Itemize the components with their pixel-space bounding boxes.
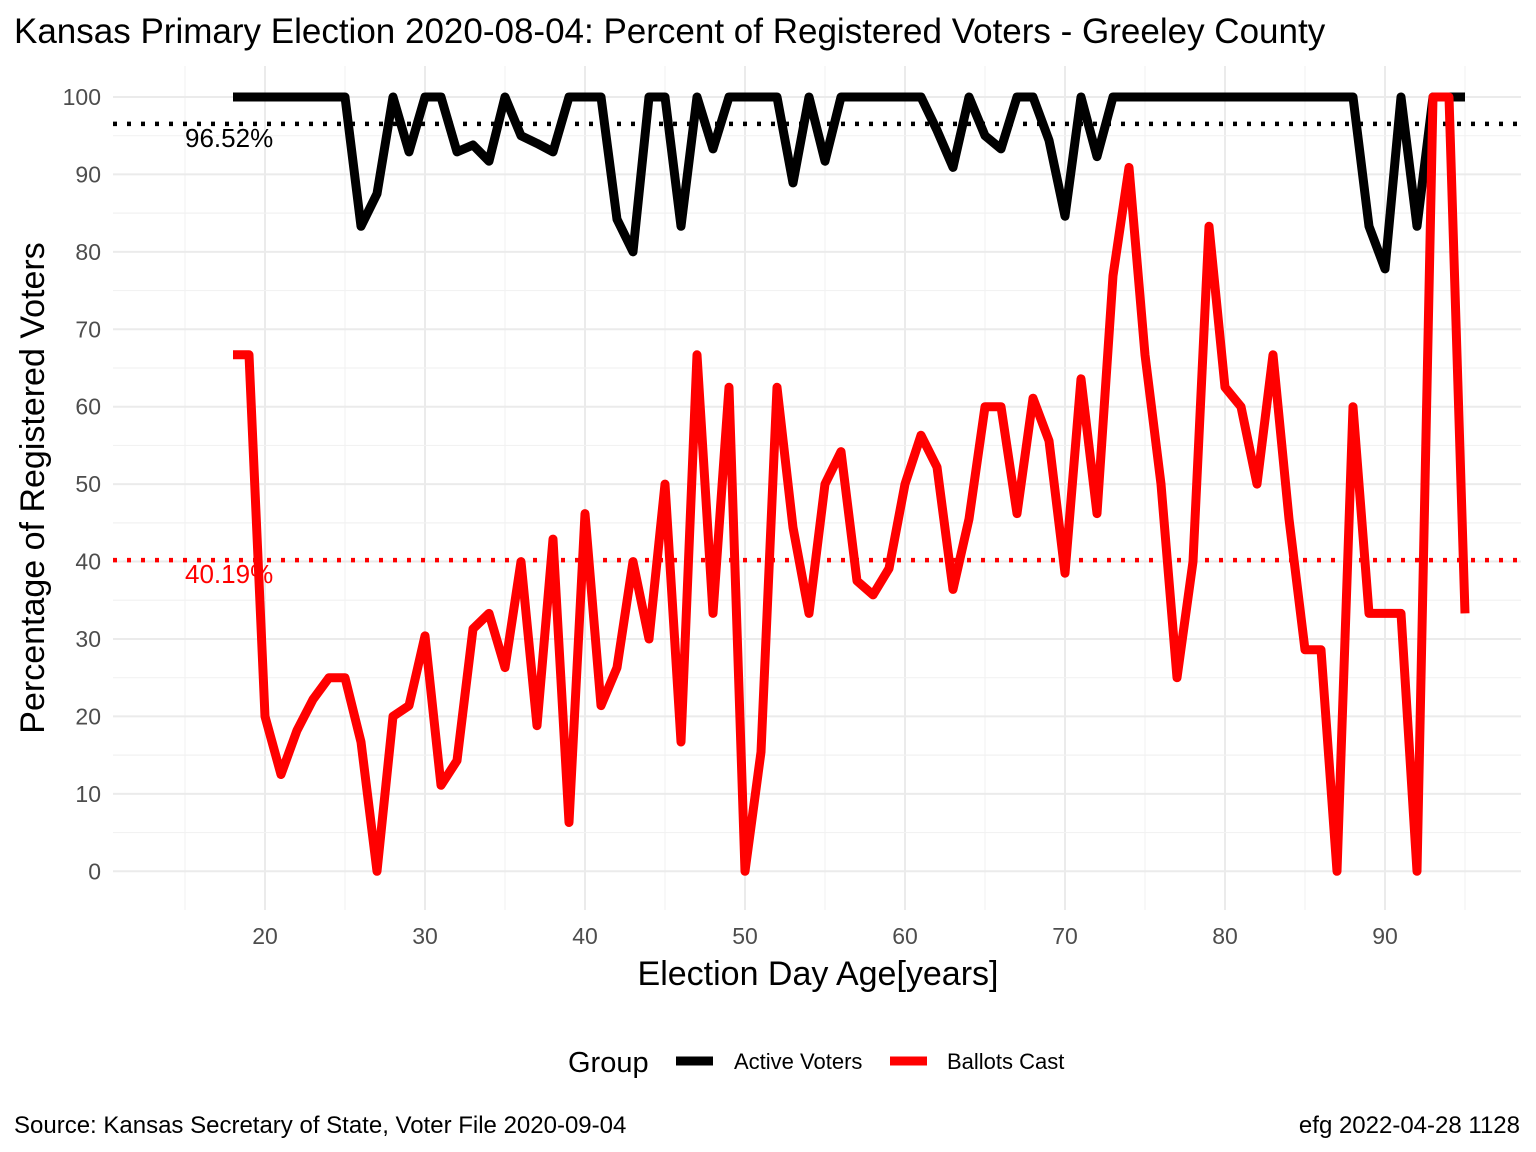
y-tick-label: 50 [75, 471, 101, 497]
y-tick-label: 0 [88, 858, 101, 884]
y-tick-label: 60 [75, 394, 101, 420]
reference-label-0: 96.52% [185, 123, 273, 153]
axis-ticks: 20 30 40 50 60 70 80 90 0 10 20 30 40 50 60 70 80 90 100 [63, 84, 1398, 949]
chart-title: Kansas Primary Election 2020-08-04: Perc… [14, 12, 1326, 51]
x-axis-title: Election Day Age[years] [638, 955, 999, 993]
data-series [233, 92, 1470, 876]
legend: Group Active Voters Ballots Cast [568, 1047, 1064, 1079]
y-tick-label: 90 [75, 161, 101, 187]
y-tick-label: 30 [75, 626, 101, 652]
caption-source: Source: Kansas Secretary of State, Voter… [14, 1112, 626, 1139]
series-line-ballots-cast [233, 92, 1470, 876]
x-tick-label: 50 [732, 923, 758, 949]
legend-title: Group [568, 1047, 649, 1079]
x-tick-label: 70 [1052, 923, 1078, 949]
x-tick-label: 20 [252, 923, 278, 949]
y-tick-label: 20 [75, 703, 101, 729]
x-tick-label: 90 [1372, 923, 1398, 949]
y-tick-label: 70 [75, 316, 101, 342]
legend-label-active-voters: Active Voters [734, 1049, 862, 1074]
x-tick-label: 80 [1212, 923, 1238, 949]
grid-lines [113, 66, 1521, 910]
y-tick-label: 80 [75, 239, 101, 265]
x-tick-label: 60 [892, 923, 918, 949]
x-tick-label: 30 [412, 923, 438, 949]
y-axis-title: Percentage of Registered Voters [14, 242, 52, 733]
series-line-active-voters [233, 92, 1465, 274]
x-tick-label: 40 [572, 923, 598, 949]
y-tick-label: 10 [75, 781, 101, 807]
legend-label-ballots-cast: Ballots Cast [947, 1049, 1064, 1074]
y-tick-label: 40 [75, 549, 101, 575]
caption-timestamp: efg 2022-04-28 1128 [1299, 1112, 1520, 1139]
y-tick-label: 100 [63, 84, 101, 110]
